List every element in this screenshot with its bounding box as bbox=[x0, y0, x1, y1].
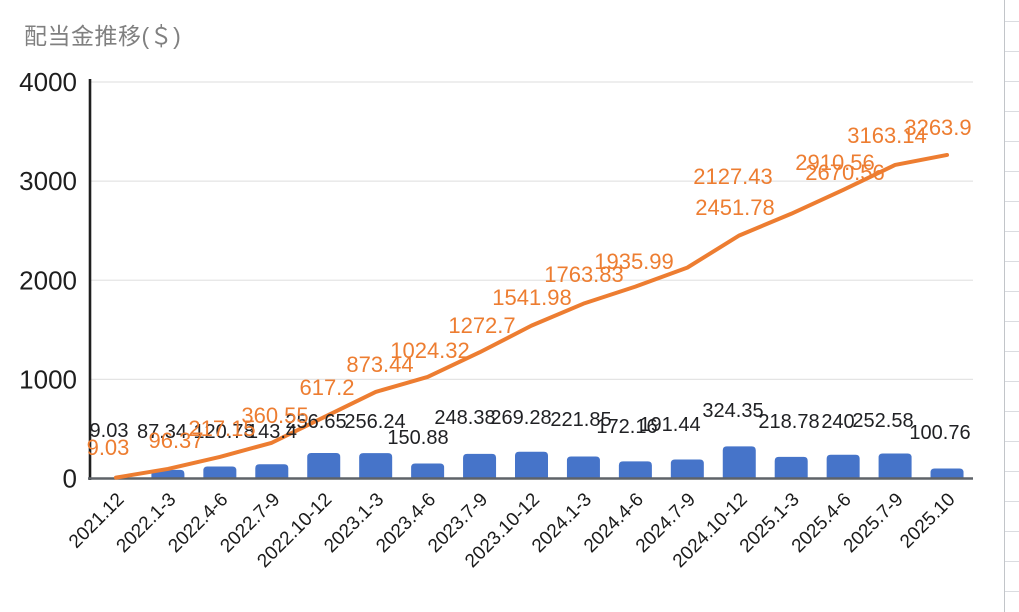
cumulative-value-label: 1024.32 bbox=[390, 338, 470, 363]
bar-value-label: 143.4 bbox=[247, 421, 297, 443]
cumulative-value-label: 217.15 bbox=[188, 416, 255, 441]
cumulative-value-label: 9.03 bbox=[87, 435, 130, 460]
bar-value-label: 172.16 bbox=[596, 416, 657, 438]
cumulative-value-label: 1541.98 bbox=[492, 285, 572, 310]
bar-value-label: 324.35 bbox=[702, 400, 763, 422]
cumulative-value-label: 360.55 bbox=[241, 403, 308, 428]
cumulative-value-label: 2127.43 bbox=[693, 164, 773, 189]
bar bbox=[359, 453, 393, 479]
bar-value-label: 150.88 bbox=[387, 427, 448, 449]
cumulative-value-label: 1272.7 bbox=[448, 313, 515, 338]
cumulative-value-label: 96.37 bbox=[148, 428, 203, 453]
bar bbox=[878, 453, 912, 479]
cumulative-value-label: 1763.83 bbox=[544, 262, 624, 287]
bar-value-label: 240 bbox=[821, 411, 854, 433]
bar bbox=[515, 451, 548, 479]
cumulative-value-label: 2910.56 bbox=[795, 150, 875, 175]
bar-value-label: 269.28 bbox=[490, 407, 551, 429]
bar-value-label: 218.78 bbox=[758, 411, 819, 433]
cumulative-value-label: 617.2 bbox=[299, 375, 354, 400]
bar bbox=[930, 468, 964, 479]
y-axis-label: 2000 bbox=[19, 265, 77, 295]
bar-value-label: 248.38 bbox=[434, 407, 495, 429]
bar-value-label: 256.65 bbox=[285, 411, 346, 433]
spreadsheet-column-border bbox=[1004, 0, 1005, 612]
y-axis-label: 4000 bbox=[19, 67, 77, 97]
bar bbox=[826, 454, 860, 479]
y-axis-label: 0 bbox=[63, 464, 77, 494]
bar bbox=[774, 456, 808, 479]
bar-value-label: 9.03 bbox=[90, 420, 129, 442]
bar bbox=[463, 453, 497, 479]
cumulative-line bbox=[113, 152, 950, 480]
bar-value-label: 120.78 bbox=[193, 421, 254, 443]
cumulative-value-label: 3163.14 bbox=[847, 123, 927, 148]
bar bbox=[307, 453, 341, 479]
bar-value-label: 221.85 bbox=[550, 409, 611, 431]
spreadsheet-row-gridlines bbox=[1004, 0, 1019, 612]
dividend-chart-card[interactable]: 配当金推移(＄) 0 1000 2000 3000 4000 9.03 87.34 120.7… bbox=[0, 0, 990, 612]
cumulative-value-label: 2670.56 bbox=[805, 160, 885, 185]
bar bbox=[255, 464, 289, 479]
bar-value-label: 87.34 bbox=[137, 421, 187, 443]
bar bbox=[722, 446, 756, 479]
chart-title: 配当金推移(＄) bbox=[24, 23, 182, 49]
bar bbox=[618, 461, 652, 479]
bar bbox=[670, 459, 704, 479]
bar-value-label: 256.24 bbox=[344, 411, 405, 433]
cumulative-value-label: 2451.78 bbox=[695, 195, 775, 220]
bar-value-label: 252.58 bbox=[852, 410, 913, 432]
bar bbox=[566, 456, 600, 479]
bar bbox=[411, 463, 445, 479]
cumulative-value-label: 3263.9 bbox=[904, 115, 971, 140]
cumulative-value-label: 873.44 bbox=[346, 352, 413, 377]
bar bbox=[203, 466, 237, 479]
x-axis-label: 2025.10 bbox=[896, 489, 959, 552]
y-axis-label: 1000 bbox=[19, 364, 77, 394]
bar-value-label: 100.76 bbox=[909, 422, 970, 444]
cumulative-value-label: 1935.99 bbox=[594, 249, 674, 274]
bar-value-label: 191.44 bbox=[639, 414, 700, 436]
y-axis-label: 3000 bbox=[19, 166, 77, 196]
